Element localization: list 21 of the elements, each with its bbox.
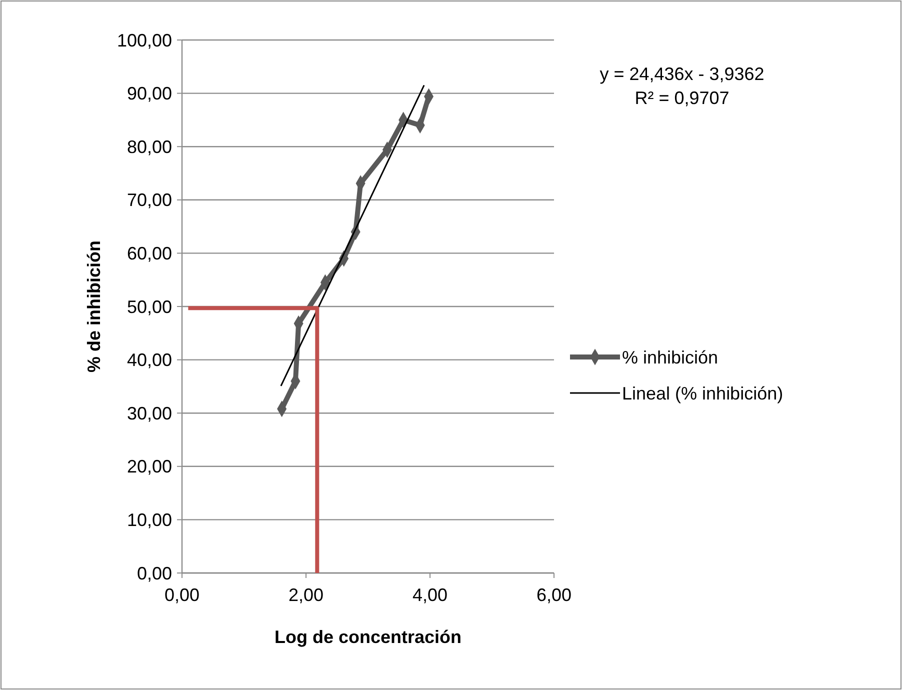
x-axis-title: Log de concentración	[274, 627, 462, 647]
legend-label: Lineal (% inhibición)	[622, 383, 784, 404]
text: y = 24,436x - 3,9362	[600, 64, 764, 84]
y-axis-title: % de inhibición	[84, 240, 104, 373]
y-tick-label: 30,00	[126, 403, 172, 424]
y-tick-label: 10,00	[126, 510, 172, 530]
y-tick-label: 100,00	[116, 30, 172, 50]
text: R² = 0,9707	[634, 88, 730, 108]
x-tick-label: 2,00	[288, 585, 324, 605]
legend-label: % inhibición	[622, 347, 718, 368]
y-tick-label: 20,00	[126, 456, 172, 477]
y-tick-label: 80,00	[126, 136, 172, 157]
y-tick-label: 90,00	[126, 84, 172, 104]
y-tick-label: 60,00	[126, 244, 172, 264]
x-tick-label: 0,00	[164, 585, 200, 605]
y-tick-label: 0,00	[136, 563, 172, 584]
x-tick-label: 6,00	[536, 585, 572, 605]
y-tick-label: 70,00	[126, 190, 172, 210]
x-tick-label: 4,00	[412, 585, 448, 605]
y-tick-label: 40,00	[126, 350, 172, 370]
y-tick-label: 50,00	[126, 296, 172, 317]
